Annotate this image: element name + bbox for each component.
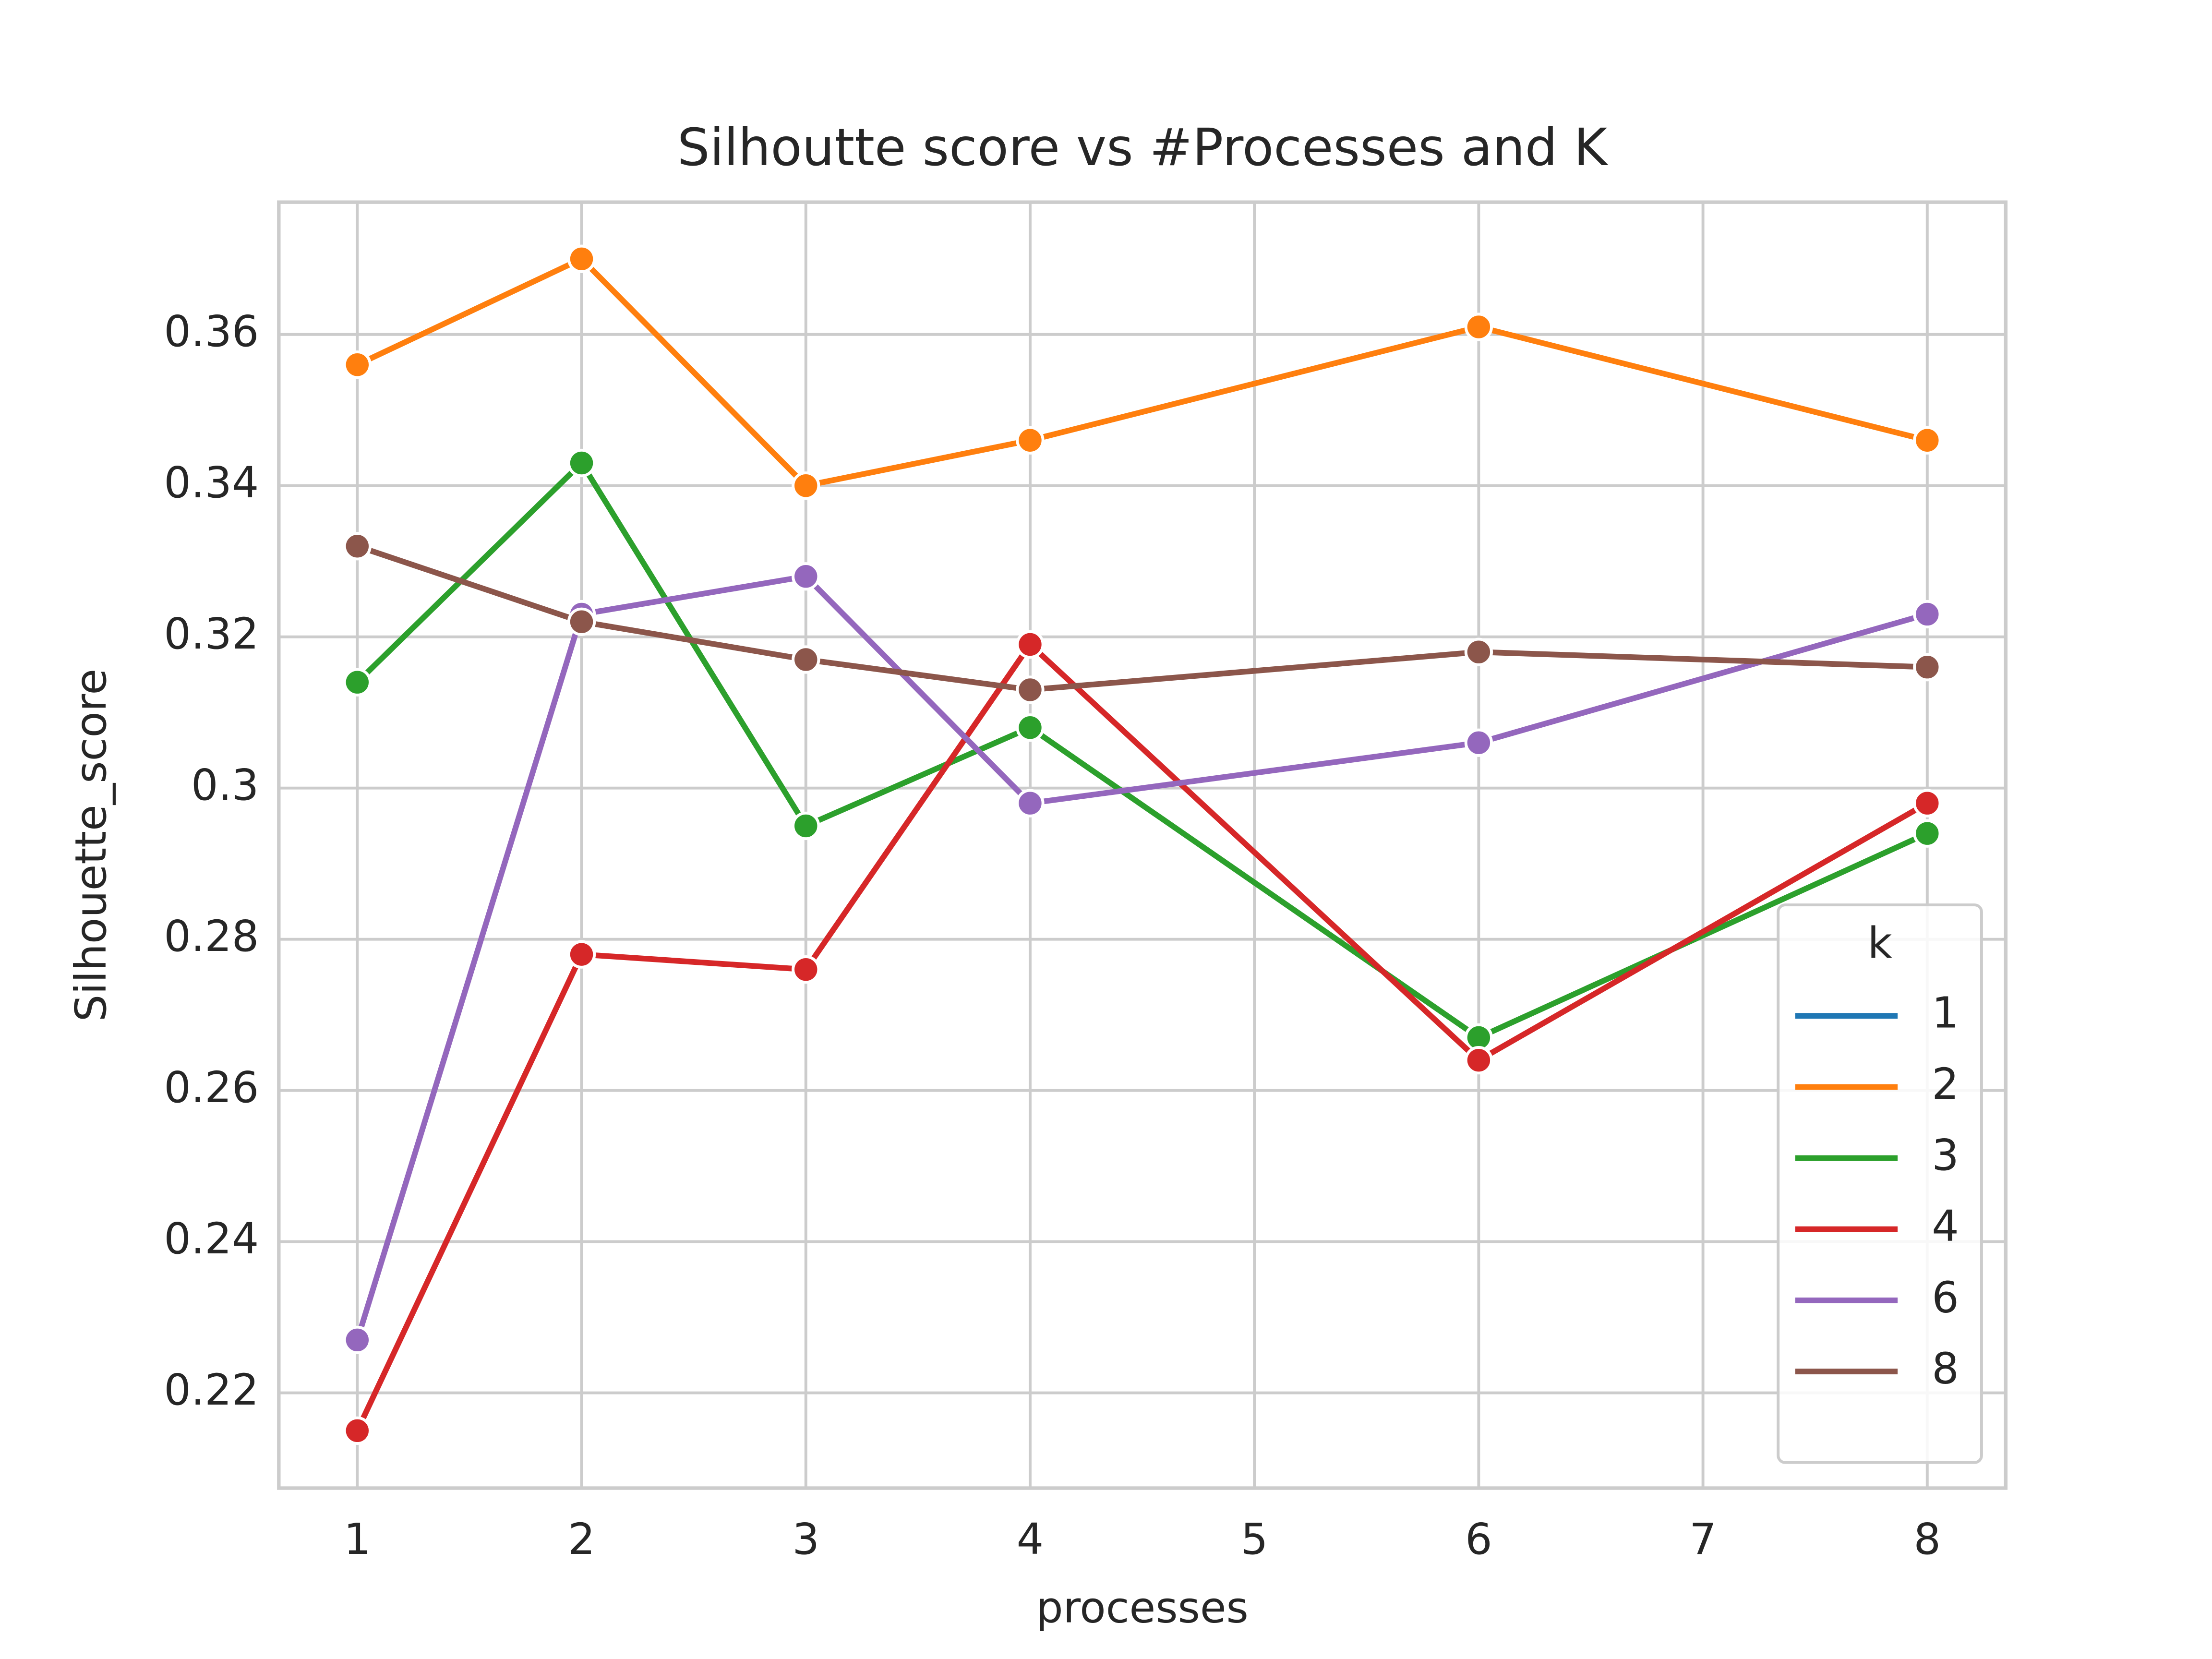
point-marker [1016, 630, 1045, 659]
point-marker [1464, 728, 1493, 757]
point-marker [1016, 713, 1045, 742]
series-line [354, 573, 1928, 1341]
point-marker [567, 607, 596, 636]
series-line [355, 458, 1929, 1041]
point-marker [343, 1325, 372, 1354]
y-tick-label: 0.34 [164, 457, 259, 507]
y-tick-label: 0.24 [164, 1214, 259, 1263]
x-tick-label: 3 [792, 1514, 819, 1564]
point-marker [343, 1416, 372, 1445]
point-marker [1016, 675, 1045, 704]
point-marker [1016, 426, 1045, 455]
y-axis-label: Silhouette_score [66, 669, 116, 1022]
point-marker [567, 448, 596, 478]
point-marker [343, 668, 372, 697]
point-marker [343, 532, 372, 561]
series-line [356, 255, 1928, 489]
series-line [354, 640, 1929, 1432]
legend-label: 6 [1932, 1272, 1959, 1322]
x-tick-label: 7 [1689, 1514, 1717, 1564]
x-axis-label: processes [1036, 1582, 1249, 1632]
x-tick-label: 4 [1017, 1514, 1044, 1564]
y-tick-label: 0.26 [164, 1062, 259, 1112]
x-tick-label: 8 [1914, 1514, 1941, 1564]
point-marker [1464, 313, 1493, 341]
point-marker [567, 940, 596, 969]
legend-box [1777, 903, 1983, 1464]
x-tick-label: 2 [568, 1514, 595, 1564]
y-tick-label: 0.32 [164, 609, 259, 659]
x-tick-label: 5 [1241, 1514, 1268, 1564]
point-marker [1913, 789, 1942, 817]
point-marker [792, 811, 820, 841]
legend-label: 8 [1932, 1343, 1959, 1393]
y-tick-label: 0.3 [191, 760, 259, 810]
point-marker [1913, 819, 1942, 848]
point-marker [1913, 653, 1942, 682]
point-marker [1016, 789, 1045, 817]
chart-title: Silhoutte score vs #Processes and K [677, 118, 1609, 178]
legend-label: 1 [1932, 988, 1959, 1038]
y-tick-label: 0.28 [164, 911, 259, 961]
point-marker [1464, 637, 1493, 666]
legend-label: 3 [1932, 1130, 1959, 1180]
plot-frame [277, 200, 2008, 1490]
point-marker [792, 471, 820, 500]
point-marker [1913, 600, 1942, 629]
legend-label: 4 [1932, 1201, 1959, 1251]
point-marker [1913, 426, 1942, 455]
point-marker [792, 562, 820, 591]
y-tick-label: 0.22 [164, 1365, 259, 1415]
x-tick-label: 6 [1465, 1514, 1492, 1564]
point-marker [343, 350, 372, 379]
point-marker [792, 645, 820, 674]
series-line [356, 543, 1927, 693]
y-tick-label: 0.36 [164, 306, 259, 356]
x-tick-label: 1 [344, 1514, 371, 1564]
point-marker [1464, 1046, 1493, 1075]
point-marker [567, 244, 596, 273]
legend-label: 2 [1932, 1059, 1959, 1109]
point-marker [792, 955, 820, 984]
legend-title: k [1867, 918, 1892, 968]
